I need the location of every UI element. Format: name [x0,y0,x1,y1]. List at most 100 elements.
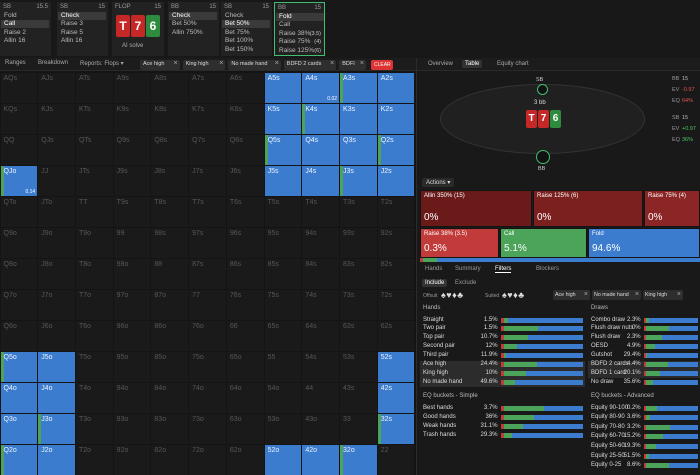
hand-cell[interactable]: 97s [189,227,226,258]
hand-cell[interactable]: A2s [377,72,415,103]
hand-cell[interactable]: 96s [226,227,264,258]
hand-cell[interactable]: 96o [113,320,151,351]
filter-chip[interactable]: No made hand × [228,59,281,70]
hand-cell[interactable]: JJ [38,165,75,196]
panel-tab[interactable]: Table [462,59,483,68]
table-row[interactable]: Second pair 12% [420,343,585,351]
chip-close[interactable]: × [676,290,681,298]
hand-cell[interactable]: T5o [75,351,113,382]
hand-cell[interactable]: K6s [226,103,264,134]
hand-cell[interactable]: 75o [189,351,226,382]
hand-cell[interactable]: 42o [302,444,340,475]
action-option[interactable]: Allin 16 [61,37,83,45]
hand-cell[interactable]: Q4o [0,382,38,413]
action-option[interactable]: Bet 100% [225,37,254,45]
action-option[interactable]: Allin 750% [172,28,203,36]
toolbar-tab[interactable]: Breakdown [38,60,69,66]
hand-cell[interactable]: J6o [38,320,75,351]
chip-close[interactable]: × [359,60,364,67]
filter-chip[interactable]: Ace high × [553,290,590,300]
hand-cell[interactable]: K3s [340,103,377,134]
ai-solve[interactable]: AI solve [122,43,144,49]
hand-cell[interactable]: A5s [264,72,302,103]
mode-toggle[interactable]: Exclude [455,280,477,286]
hand-cell[interactable]: QJs [38,134,75,165]
action-option[interactable]: Fold [4,12,17,19]
hand-cell[interactable]: 72s [377,289,415,320]
hand-cell[interactable]: QJo 0.14 [0,165,38,196]
hand-cell[interactable]: 97o [113,289,151,320]
hand-cell[interactable]: T5s [264,196,302,227]
hand-cell[interactable]: Q8s [151,134,189,165]
table-row[interactable]: Equity 25-50 51.5% [588,452,700,461]
hand-cell[interactable]: 76s [226,289,264,320]
action-column[interactable]: SB 15 Check Raise 3 Raise 5 Allin 16 [57,2,108,56]
hand-cell[interactable]: 66 [226,320,264,351]
table-row[interactable]: BDFD 2 cards 4.4% [588,360,700,369]
hand-cell[interactable]: TT [75,196,113,227]
hand-cell[interactable]: Q3o [0,413,38,444]
hand-cell[interactable]: T2o [75,444,113,475]
hand-cell[interactable]: 87s [189,258,226,289]
table-row[interactable]: Best hands 3.7% [420,404,585,413]
hand-cell[interactable]: JTs [75,165,113,196]
chip-close[interactable]: × [330,60,335,67]
hand-cell[interactable]: 84s [302,258,340,289]
table-row[interactable]: Equity 70-80 3.2% [588,423,700,432]
hand-cell[interactable]: Q4s [302,134,340,165]
hand-cell[interactable]: J4s [302,165,340,196]
hand-cell[interactable]: AJs [38,72,75,103]
table-row[interactable]: No made hand 49.6% [420,378,585,387]
hand-cell[interactable]: 63s [340,320,377,351]
sub-tab[interactable]: Hands [425,266,443,272]
flop-column[interactable]: FLOP 15 T 7 6 AI solve [112,2,164,56]
panel-tab[interactable]: Equity chart [497,60,529,67]
action-option[interactable]: Allin 16 [4,37,26,45]
hand-cell[interactable]: 73s [340,289,377,320]
hand-cell[interactable]: T6o [75,320,113,351]
hand-cell[interactable]: 64s [302,320,340,351]
action-option[interactable]: Check [225,12,244,19]
hand-cell[interactable]: K4s [302,103,340,134]
action-box[interactable]: Raise 75% (4) 0% [644,190,700,227]
hand-cell[interactable]: 52o [264,444,302,475]
hand-cell[interactable]: A4s 0.02 [302,72,340,103]
hand-cell[interactable]: Q2s [377,134,415,165]
action-option[interactable]: Bet 75% [225,28,250,36]
action-column[interactable]: SB 15.5 Fold Call Raise 2 Allin 16 [0,2,51,56]
chip-close[interactable]: × [634,290,639,298]
table-row[interactable]: Top pair 10.7% [420,334,585,342]
hand-cell[interactable]: 93o [113,413,151,444]
hand-cell[interactable]: K9s [113,103,151,134]
suit-icons[interactable]: ♠♥♦♣ [441,290,464,300]
hand-cell[interactable]: T7s [189,196,226,227]
hand-cell[interactable]: J8o [38,258,75,289]
action-option[interactable]: Raise 38% [279,29,311,37]
table-row[interactable]: Equity 0-25 8.6% [588,462,700,471]
action-option[interactable]: Raise 75% [279,38,311,46]
hand-cell[interactable]: J2o [38,444,75,475]
table-row[interactable]: Gutshot 29.4% [588,352,700,360]
hand-cell[interactable]: 43s [340,382,377,413]
hand-cell[interactable]: J9s [113,165,151,196]
hand-cell[interactable]: T8o [75,258,113,289]
hand-cell[interactable]: 22 [377,444,415,475]
action-option[interactable]: Bet 50% [222,20,270,29]
hand-cell[interactable]: 32o [340,444,377,475]
hand-cell[interactable]: 44 [302,382,340,413]
hand-cell[interactable]: 77 [189,289,226,320]
hand-cell[interactable]: 99 [113,227,151,258]
actions-header[interactable]: Actions ▾ [422,178,455,187]
action-option[interactable]: Raise 2 [4,28,27,36]
hand-cell[interactable]: 62o [226,444,264,475]
hand-cell[interactable]: J5s [264,165,302,196]
panel-tab[interactable]: Overview [428,60,454,67]
hand-cell[interactable]: J5o [38,351,75,382]
table-row[interactable]: Good hands 36% [420,413,585,422]
hand-cell[interactable]: T3s [340,196,377,227]
action-option[interactable]: Bet 50% [172,20,197,28]
hand-cell[interactable]: J3o [38,413,75,444]
hand-cell[interactable]: 33 [340,413,377,444]
hand-cell[interactable]: A6s [226,72,264,103]
filter-chip[interactable]: King high × [182,59,226,70]
